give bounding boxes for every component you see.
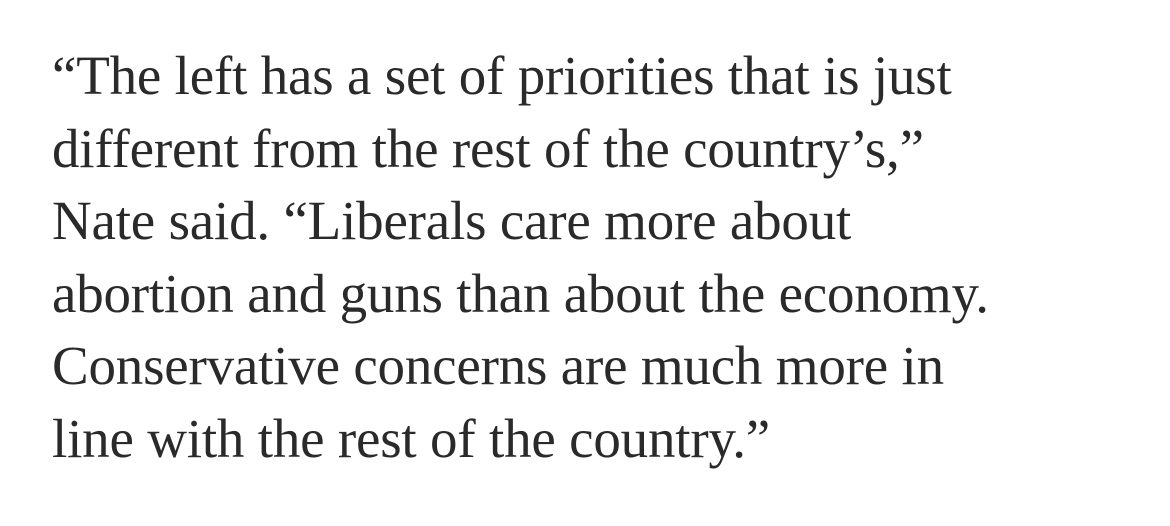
quote-paragraph: “The left has a set of priorities that i… <box>52 40 1162 475</box>
paragraph-line: abortion and guns than about the economy… <box>52 262 989 324</box>
paragraph-line: “The left has a set of priorities that i… <box>52 45 952 106</box>
paragraph-line: line with the rest of the country.” <box>52 407 770 469</box>
paragraph-line: different from the rest of the country’s… <box>52 117 924 179</box>
paragraph-line: Nate said. “Liberals care more about <box>52 190 852 251</box>
paragraph-line: Conservative concerns are much more in <box>52 335 944 396</box>
